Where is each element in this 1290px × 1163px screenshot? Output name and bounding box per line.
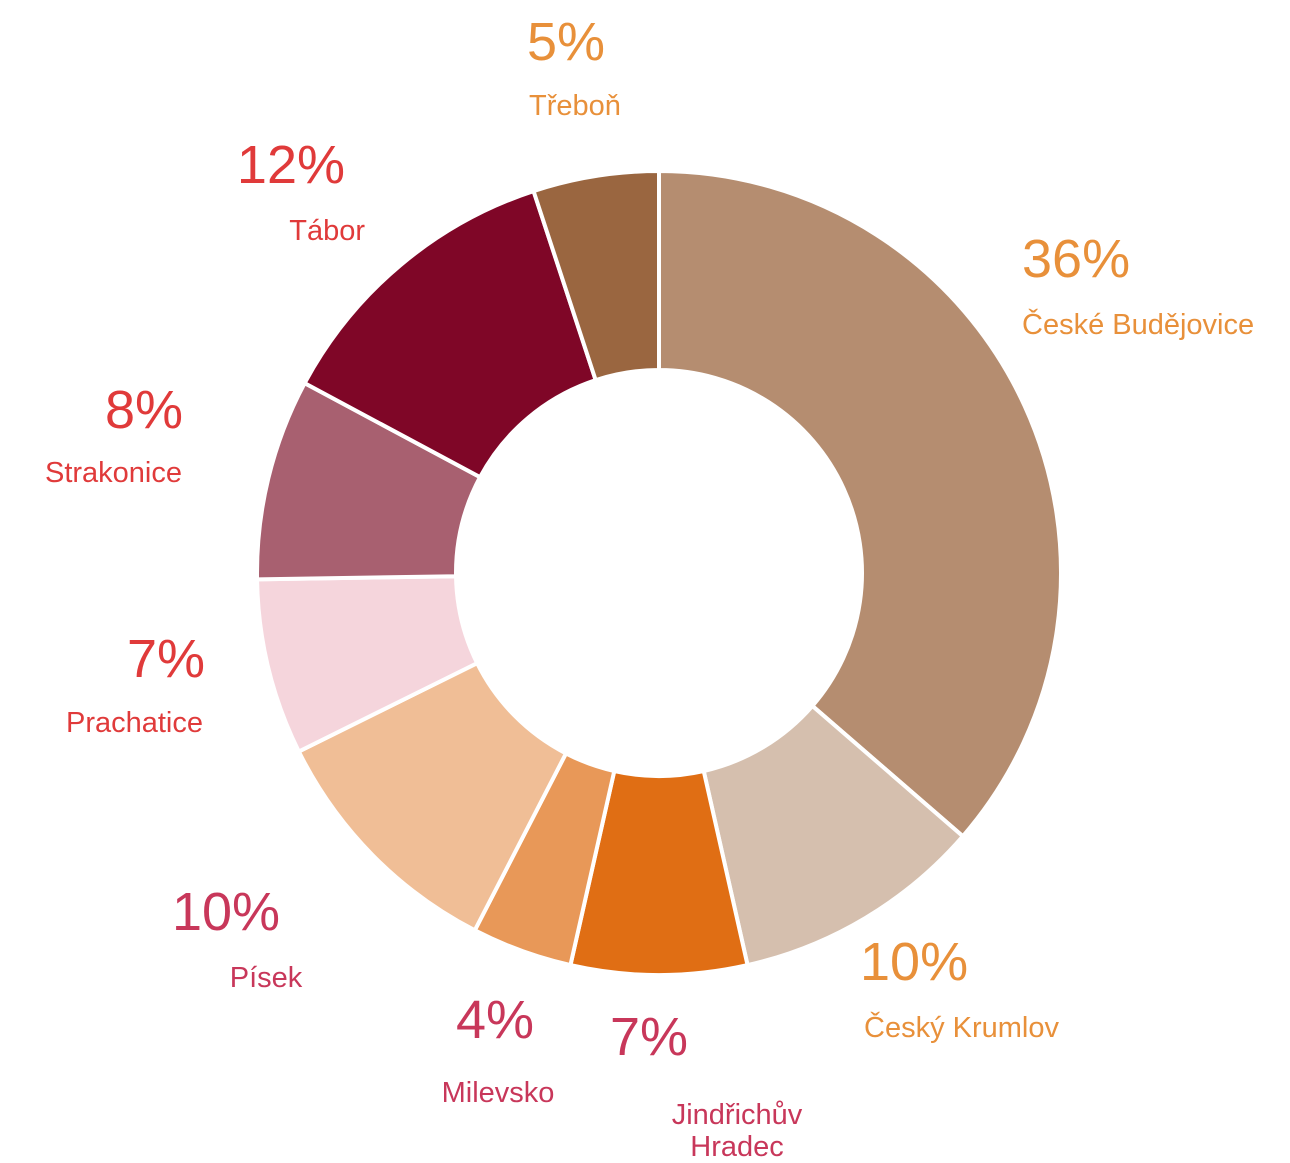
category-label: Milevsko [441,1077,555,1109]
value-label: 10% [860,932,969,992]
value-label: 8% [104,380,183,440]
category-label: Prachatice [65,707,203,739]
value-label: 10% [171,882,281,942]
value-label: 7% [610,1007,689,1067]
category-label: Český Krumlov [864,1012,1059,1044]
category-label: České Budějovice [1022,309,1255,341]
category-label: Písek [229,962,303,994]
slice [701,703,966,968]
category-label: Strakonice [44,457,182,489]
value-label: 7% [126,629,205,689]
slice [531,168,661,383]
slice [657,168,1063,840]
slice [296,660,569,934]
category-label: Třeboň [529,90,621,122]
category-label: Tábor [289,215,365,247]
slice [301,188,599,480]
value-label: 5% [526,12,606,72]
value-label: 12% [236,135,345,195]
value-label: 4% [455,990,535,1050]
category-label: Jindřichův Hradec [671,1099,803,1163]
value-label: 36% [1022,229,1131,289]
